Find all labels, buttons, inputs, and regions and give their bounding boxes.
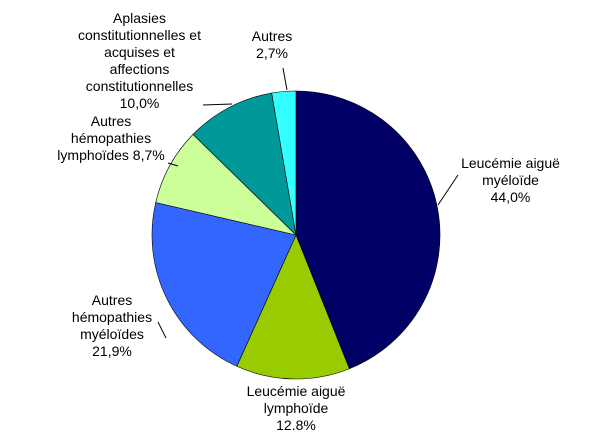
- value-label: 21,9%: [92, 343, 132, 359]
- category-name: Autres hémopathies myéloïdes: [71, 292, 153, 342]
- slice-label: Leucémie aiguë lymphoïde 12.8%: [231, 383, 361, 434]
- slice-label: Leucémie aiguë myéloïde 44,0%: [448, 155, 573, 206]
- pie-slice: [295, 90, 441, 370]
- pie-slice: [151, 202, 297, 367]
- value-label: 12.8%: [276, 417, 316, 433]
- category-name: Autres hémopathies lymphoïdes: [57, 113, 152, 163]
- slice-label: Autres hémopathies myéloïdes 21,9%: [52, 292, 172, 360]
- pie-slice: [271, 90, 297, 236]
- leader-line: [437, 174, 459, 206]
- value-label: 44,0%: [490, 189, 531, 205]
- pie-slice: [192, 92, 297, 236]
- value-label: 8,7%: [132, 147, 165, 163]
- category-name: Leucémie aiguë myéloïde: [461, 155, 560, 188]
- category-name: Autres: [251, 28, 293, 44]
- leader-line: [202, 103, 233, 106]
- slice-label: Aplasies constitutionnelles et acquises …: [77, 10, 202, 112]
- leader-line: [157, 321, 167, 339]
- slice-label: Autres 2,7%: [242, 28, 302, 62]
- slice-label: Autres hémopathies lymphoïdes 8,7%: [52, 113, 170, 164]
- leader-line: [167, 162, 179, 167]
- value-label: 2,7%: [256, 45, 288, 61]
- value-label: 10,0%: [119, 95, 160, 111]
- pie-slice: [236, 234, 350, 380]
- leader-line: [282, 67, 288, 91]
- category-name: Aplasies constitutionnelles et acquises …: [78, 10, 201, 94]
- category-name: Leucémie aiguë lymphoïde: [246, 383, 346, 416]
